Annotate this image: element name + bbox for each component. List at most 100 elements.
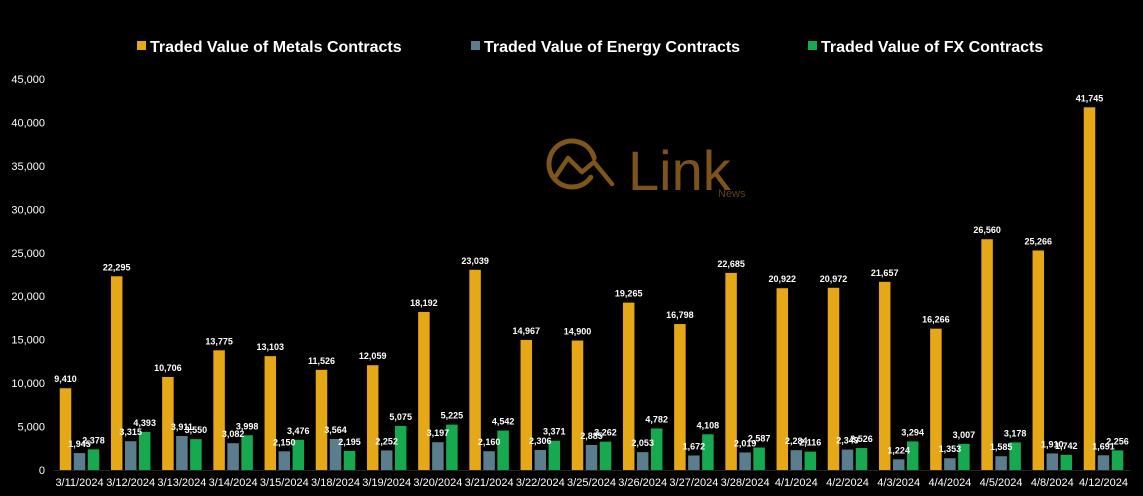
bar-energy [483, 451, 495, 470]
bar-metals [725, 272, 737, 470]
bar-energy [73, 453, 86, 470]
data-label-fx: 3,007 [953, 430, 976, 440]
data-label-fx: 3,476 [287, 426, 310, 436]
legend-swatch-fx [808, 41, 817, 50]
data-label-energy: 3,082 [222, 429, 245, 439]
legend-label-metals: Traded Value of Metals Contracts [150, 39, 402, 56]
data-label-fx: 2,587 [748, 434, 771, 444]
data-label-energy: 2,306 [529, 436, 552, 446]
data-label-energy: 1,910 [1041, 439, 1064, 449]
bar-energy [944, 458, 956, 470]
data-label-energy: 1,691 [1092, 441, 1115, 451]
bar-metals [930, 328, 942, 470]
y-tick-label: 5,000 [17, 422, 45, 434]
x-axis: 3/11/2024 3/12/2024 3/13/2024 3/14/2024 3/15… [55, 477, 1128, 489]
bar-metals [1083, 107, 1096, 470]
bar-metals [827, 287, 840, 470]
data-label-fx: 5,075 [389, 412, 412, 422]
data-label-energy: 1,224 [887, 445, 910, 455]
data-label-fx: 2,116 [799, 438, 821, 448]
x-tick-label: 3/21/2024 [465, 477, 514, 489]
bar-fx [548, 440, 561, 470]
data-label-fx: 3,371 [543, 427, 566, 437]
bar-fx [599, 441, 612, 470]
x-tick-label: 4/2/2024 [826, 477, 869, 489]
data-label-metals: 22,295 [103, 262, 131, 272]
data-label-metals: 22,685 [717, 259, 745, 269]
x-tick-label: 3/11/2024 [55, 477, 103, 489]
bar-metals [520, 339, 533, 470]
bar-fx [497, 430, 509, 470]
bar-metals [674, 324, 686, 470]
data-label-metals: 16,266 [922, 315, 950, 325]
bar-metals [878, 281, 891, 470]
bar-fx [753, 447, 765, 470]
data-label-metals: 23,039 [461, 256, 489, 266]
data-label-metals: 13,103 [257, 342, 285, 352]
data-label-energy: 2,252 [375, 436, 398, 446]
bar-metals [776, 288, 789, 470]
data-label-fx: 4,782 [645, 414, 668, 424]
legend-swatch-metals [137, 41, 146, 50]
data-label-fx: 2,378 [82, 435, 105, 445]
bar-fx [292, 439, 305, 470]
data-label-energy: 2,160 [478, 437, 501, 447]
bar-energy [739, 452, 751, 470]
legend-item-fx: Traded Value of FX Contracts [808, 39, 1043, 56]
data-label-fx: 5,225 [441, 411, 464, 421]
data-label-energy: 1,585 [990, 442, 1013, 452]
data-label-energy: 3,197 [427, 428, 450, 438]
bar-energy [995, 456, 1007, 470]
bar-fx [1009, 442, 1021, 470]
bar-fx [138, 431, 151, 470]
bar-energy [790, 450, 803, 470]
bar-energy [329, 439, 342, 470]
bar-energy [636, 452, 649, 470]
bar-energy [892, 459, 905, 470]
data-label-energy: 2,349 [836, 436, 859, 446]
data-label-metals: 11,526 [308, 356, 335, 366]
data-label-fx: 2,526 [850, 434, 873, 444]
x-tick-label: 3/12/2024 [106, 477, 155, 489]
bar-energy [380, 450, 393, 470]
bar-metals [571, 340, 584, 470]
y-tick-label: 20,000 [11, 291, 45, 303]
data-label-metals: 20,922 [769, 274, 797, 284]
data-label-fx: 3,294 [901, 427, 924, 437]
x-tick-label: 3/27/2024 [669, 477, 718, 489]
x-tick-label: 3/15/2024 [260, 477, 309, 489]
x-tick-label: 4/4/2024 [928, 477, 971, 489]
bar-metals [59, 388, 72, 470]
data-label-energy: 2,885 [580, 431, 603, 441]
bar-fx [804, 451, 817, 470]
logo-circle-icon [546, 138, 597, 190]
link-news-watermark: Link News [546, 138, 746, 202]
logo-mountain-icon [553, 155, 615, 187]
data-label-fx: 4,393 [133, 418, 156, 428]
data-label-fx: 3,178 [1004, 428, 1027, 438]
bar-metals [469, 269, 481, 470]
data-label-metals: 9,410 [54, 374, 77, 384]
data-label-metals: 20,972 [820, 274, 848, 284]
bar-energy [585, 444, 598, 470]
data-label-energy: 2,150 [273, 437, 296, 447]
legend-label-fx: Traded Value of FX Contracts [821, 39, 1043, 56]
data-label-fx: 4,542 [492, 417, 515, 427]
data-label-metals: 10,706 [154, 363, 182, 373]
bar-metals [366, 365, 379, 470]
data-label-energy: 2,284 [785, 436, 808, 446]
bar-energy [124, 441, 137, 470]
data-label-energy: 1,353 [939, 444, 962, 454]
data-label-energy: 1,945 [68, 439, 91, 449]
data-label-fx: 3,998 [236, 421, 259, 431]
data-label-metals: 12,059 [359, 351, 387, 361]
bar-energy [1046, 453, 1059, 470]
bar-metals [315, 369, 328, 470]
legend: Traded Value of Metals Contracts Traded … [137, 39, 1043, 56]
bar-metals [213, 350, 225, 470]
bar-metals [162, 376, 174, 470]
bar-fx [190, 439, 202, 470]
data-label-metals: 18,192 [410, 298, 438, 308]
y-tick-label: 10,000 [11, 378, 45, 390]
